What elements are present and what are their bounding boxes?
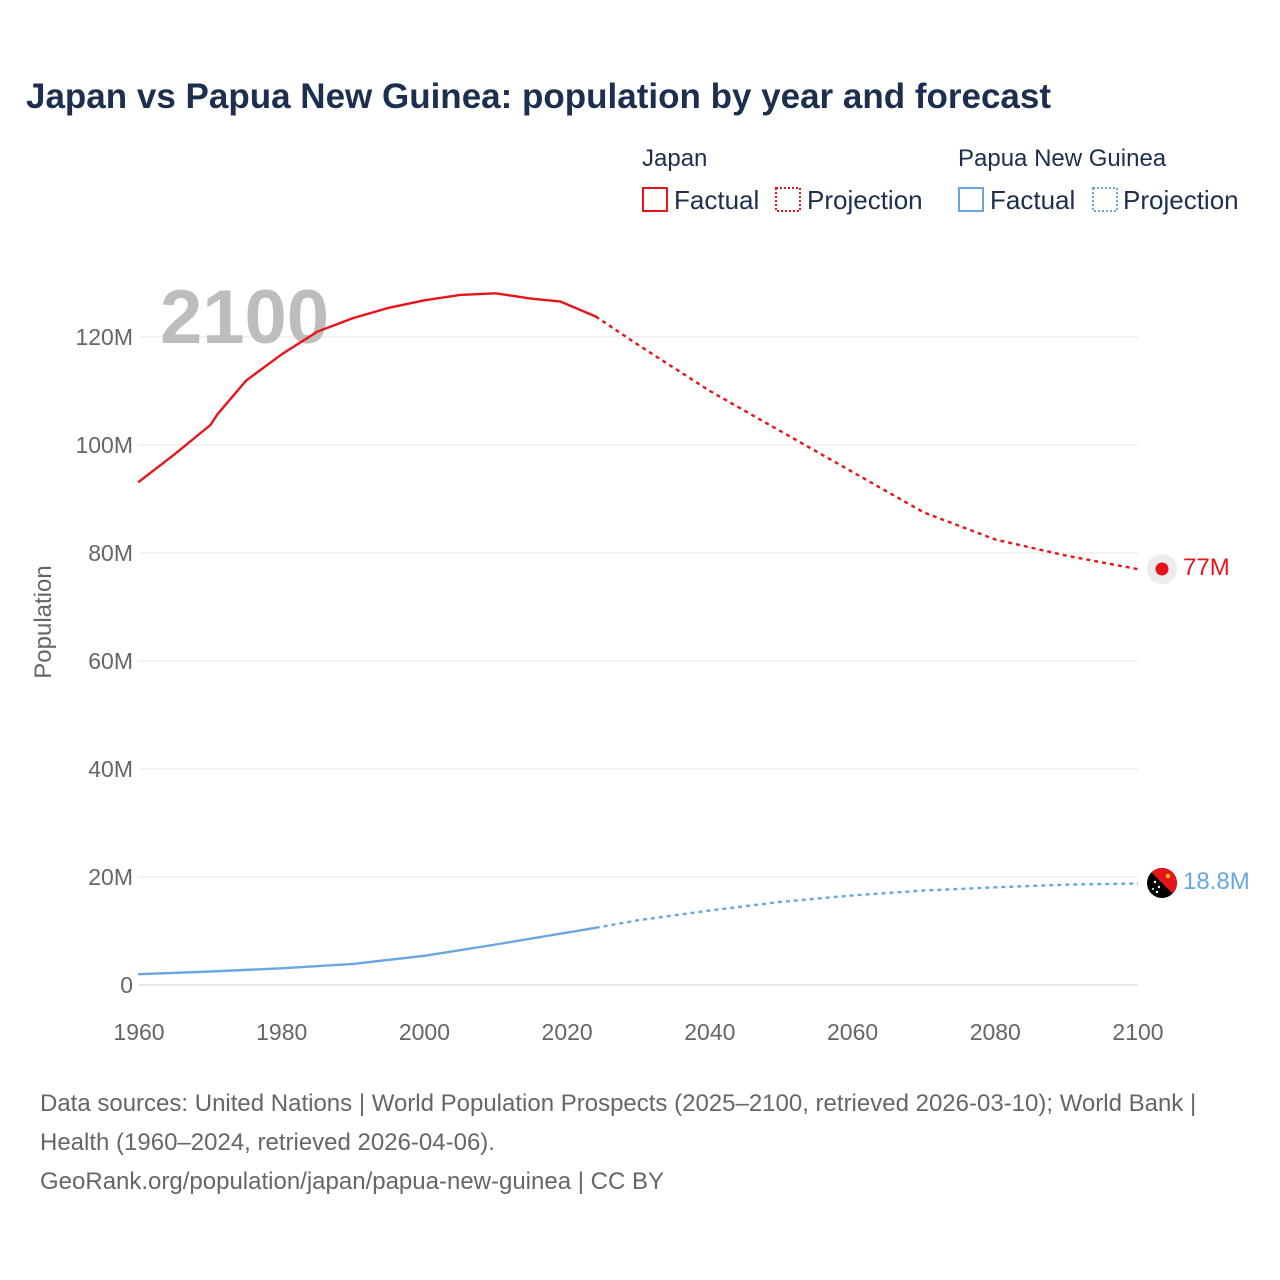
source-link[interactable]: GeoRank.org/population/japan/papua-new-g… <box>40 1168 664 1195</box>
x-axis-ticks: 1960 1980 2000 2020 2040 2060 2080 2100 <box>113 1019 1163 1045</box>
source-note: Data sources: United Nations | World Pop… <box>40 1084 1230 1201</box>
png-end-label: 18.8M <box>1183 868 1250 895</box>
japan-factual-line[interactable] <box>137 292 597 483</box>
japan-end-label: 77M <box>1183 554 1230 581</box>
x-tick-label: 1980 <box>256 1019 307 1045</box>
y-tick-label: 40M <box>88 756 133 782</box>
y-axis-label: Population <box>30 565 57 678</box>
legend-japan-factual-swatch[interactable] <box>642 187 668 212</box>
y-tick-label: 20M <box>88 864 133 890</box>
png-factual-line[interactable] <box>137 926 597 976</box>
legend-png-factual-swatch[interactable] <box>958 187 984 212</box>
legend-png-projection-swatch[interactable] <box>1092 187 1118 212</box>
legend-png-projection-label[interactable]: Projection <box>1123 185 1239 215</box>
x-tick-label: 2020 <box>542 1019 593 1045</box>
japan-projection-line[interactable] <box>595 315 1139 571</box>
legend-png-heading: Papua New Guinea <box>958 145 1167 172</box>
x-tick-label: 1960 <box>113 1019 164 1045</box>
y-tick-label: 100M <box>75 432 133 458</box>
x-tick-label: 2080 <box>970 1019 1021 1045</box>
gridlines <box>139 336 1138 986</box>
chart: Japan vs Papua New Guinea: population by… <box>26 77 1250 1045</box>
x-tick-label: 2000 <box>399 1019 450 1045</box>
y-tick-label: 60M <box>88 648 133 674</box>
png-projection-line[interactable] <box>595 882 1139 929</box>
y-tick-label: 80M <box>88 540 133 566</box>
x-tick-label: 2060 <box>827 1019 878 1045</box>
series-lines <box>137 292 1139 976</box>
png-end-marker[interactable] <box>1147 868 1177 898</box>
japan-end-marker[interactable] <box>1147 554 1177 584</box>
legend: Japan Factual Projection Papua New Guine… <box>642 145 1239 215</box>
papua-new-guinea-flag-icon <box>1147 868 1177 898</box>
legend-png-factual-label[interactable]: Factual <box>990 185 1075 215</box>
chart-title: Japan vs Papua New Guinea: population by… <box>26 77 1051 116</box>
source-line: Data sources: United Nations | World Pop… <box>40 1090 1197 1156</box>
legend-japan-projection-label[interactable]: Projection <box>807 185 923 215</box>
legend-japan-projection-swatch[interactable] <box>775 187 801 212</box>
year-watermark: 2100 <box>160 275 329 360</box>
x-tick-label: 2040 <box>684 1019 735 1045</box>
y-tick-label: 0 <box>120 972 133 998</box>
y-tick-label: 120M <box>75 324 133 350</box>
legend-japan-heading: Japan <box>642 145 707 172</box>
japan-flag-icon <box>1155 562 1169 576</box>
legend-japan-factual-label[interactable]: Factual <box>674 185 759 215</box>
x-tick-label: 2100 <box>1112 1019 1163 1045</box>
y-axis-ticks: 0 20M 40M 60M 80M 100M 120M <box>75 324 133 998</box>
